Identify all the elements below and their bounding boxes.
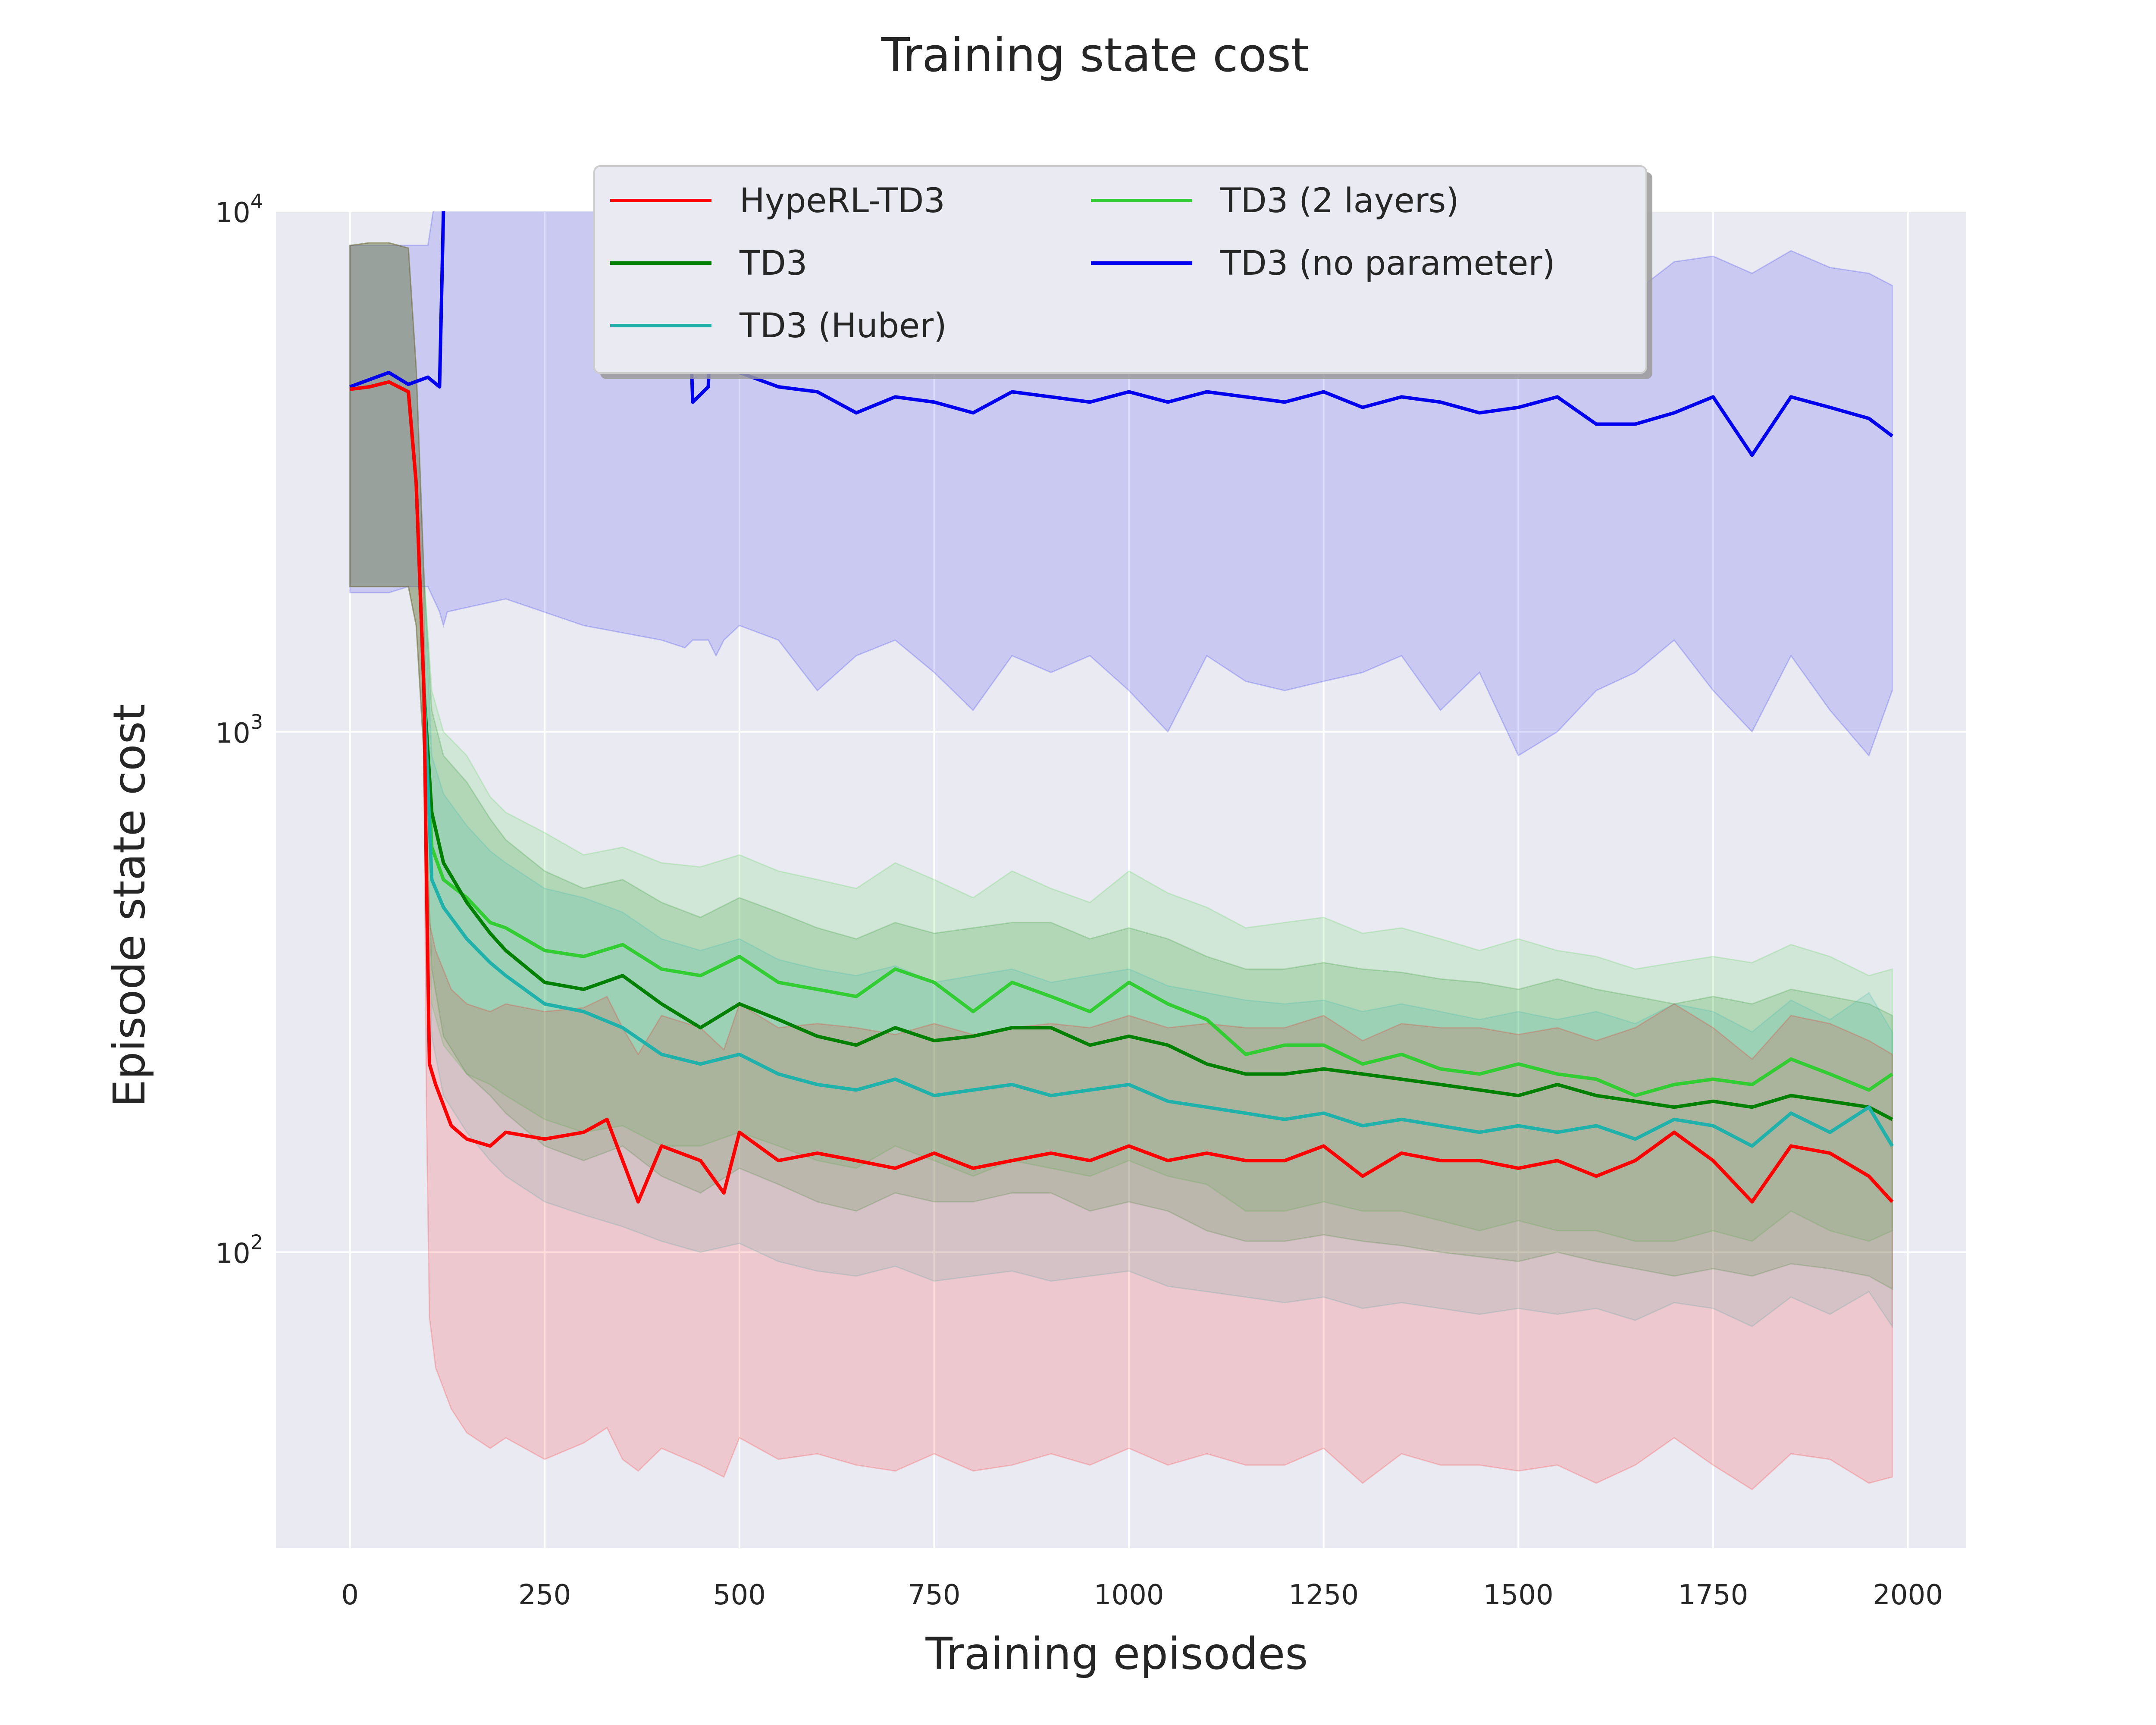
line-td3-huber- xyxy=(350,380,1894,1148)
x-tick-label: 0 xyxy=(341,1579,359,1611)
plot-area xyxy=(276,211,1966,1548)
legend-item: TD3 (Huber) xyxy=(610,307,947,345)
x-tick-label: 750 xyxy=(908,1579,960,1611)
x-axis-title: Training episodes xyxy=(925,1628,1308,1680)
legend-label: HypeRL-TD3 xyxy=(740,182,945,220)
x-tick-label: 500 xyxy=(713,1579,766,1611)
line-td3 xyxy=(350,380,1893,1121)
legend-item: TD3 xyxy=(610,244,807,283)
y-tick-label: 102 xyxy=(215,1231,263,1270)
legend-frame xyxy=(593,165,1647,374)
y-axis-title: Episode state cost xyxy=(104,704,155,1107)
x-tick-label: 1500 xyxy=(1483,1579,1554,1611)
legend-label: TD3 (2 layers) xyxy=(1220,182,1459,220)
band-td3 xyxy=(349,242,1893,1290)
y-axis-ticks: 102 103 104 xyxy=(215,190,263,1270)
y-tick-label: 103 xyxy=(215,710,263,750)
legend-label: TD3 (Huber) xyxy=(739,307,947,345)
band-hyperl-td3 xyxy=(349,242,1893,1490)
x-tick-label: 1750 xyxy=(1678,1579,1748,1611)
y-tick-label: 104 xyxy=(215,190,263,229)
x-tick-label: 2000 xyxy=(1873,1579,1943,1611)
legend-item: TD3 (no parameter) xyxy=(1091,244,1555,283)
chart-title: Training state cost xyxy=(881,28,1309,82)
legend-item: HypeRL-TD3 xyxy=(610,182,945,220)
band-td3-2-layers- xyxy=(349,242,1893,1242)
line-td3-no-parameter- xyxy=(349,211,1893,457)
x-tick-label: 250 xyxy=(518,1579,571,1611)
x-tick-label: 1250 xyxy=(1288,1579,1359,1611)
legend-label: TD3 (no parameter) xyxy=(1220,244,1555,283)
line-hyperl-td3 xyxy=(350,380,1894,1204)
x-tick-label: 1000 xyxy=(1094,1579,1164,1611)
legend: HypeRL-TD3 TD3 TD3 (Huber) TD3 (2 layers) TD… xyxy=(593,165,1652,379)
x-axis-ticks: 0 250 500 750 1000 1250 1500 1750 2000 xyxy=(341,1579,1943,1611)
series-lines xyxy=(349,211,1894,1204)
legend-label: TD3 xyxy=(739,244,807,283)
legend-item: TD3 (2 layers) xyxy=(1091,182,1459,220)
